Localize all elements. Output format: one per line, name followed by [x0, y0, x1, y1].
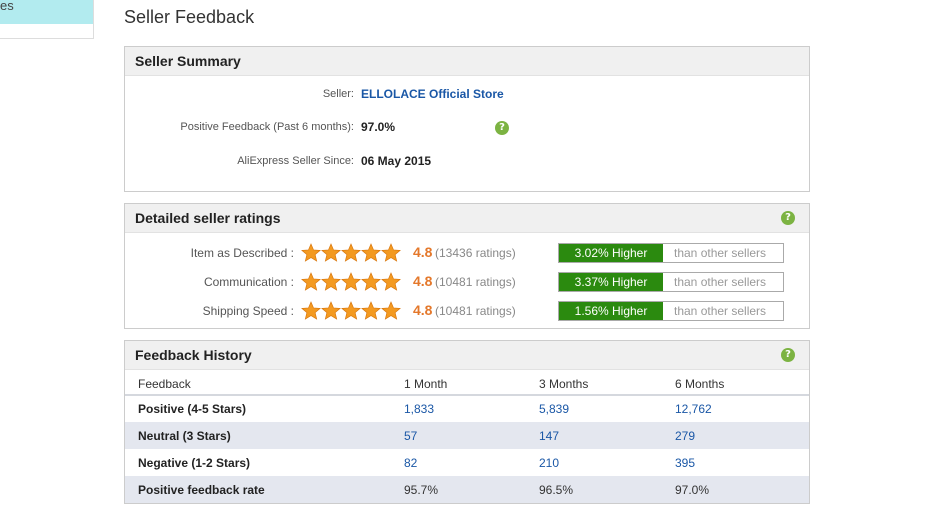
- row-label: Negative (1-2 Stars): [138, 455, 251, 470]
- star-icon: [361, 301, 381, 320]
- positive-feedback-label: Positive Feedback (Past 6 months):: [180, 121, 354, 133]
- row-label: Positive (4-5 Stars): [138, 402, 247, 416]
- rating-score: 4.8: [413, 273, 433, 289]
- star-icon: [321, 301, 341, 320]
- star-rating: [301, 243, 401, 263]
- seller-summary-heading: Seller Summary: [125, 47, 809, 76]
- seller-since-label: AliExpress Seller Since:: [237, 155, 354, 167]
- comparison-bar: 1.56% Higher than other sellers: [558, 301, 784, 321]
- comparison-higher: 3.37% Higher: [559, 273, 663, 291]
- table-cell: 95.7%: [404, 476, 539, 503]
- comparison-higher: 3.02% Higher: [559, 244, 663, 262]
- star-icon: [341, 243, 361, 262]
- comparison-text: than other sellers: [674, 275, 767, 289]
- table-cell[interactable]: 1,833: [404, 402, 435, 416]
- table-row: Positive feedback rate 95.7% 96.5% 97.0%: [125, 476, 809, 503]
- star-icon: [361, 243, 381, 262]
- table-row: Positive (4-5 Stars) 1,833 5,839 12,762: [125, 395, 809, 422]
- star-icon: [321, 243, 341, 262]
- rating-score: 4.8: [413, 302, 433, 318]
- feedback-history-title: Feedback History: [135, 347, 252, 363]
- help-icon[interactable]: ?: [781, 211, 795, 225]
- table-cell[interactable]: 147: [539, 422, 675, 449]
- table-row: Negative (1-2 Stars) 82 210 395: [125, 449, 809, 476]
- page-title: Seller Feedback: [124, 7, 255, 27]
- feedback-history-heading: Feedback History ?: [125, 341, 809, 370]
- table-cell[interactable]: 82: [404, 455, 418, 470]
- feedback-history-panel: Feedback History ? Feedback 1 Month 3 Mo…: [124, 340, 810, 504]
- seller-since-value: 06 May 2015: [361, 154, 432, 168]
- seller-summary-panel: Seller Summary Seller: ELLOLACE Official…: [124, 46, 810, 192]
- rating-label: Shipping Speed :: [202, 304, 294, 318]
- rating-row: Item as Described : 4.8 (13436 ratings) 3.0…: [125, 242, 809, 264]
- rating-label: Item as Described :: [190, 246, 294, 260]
- column-header: 1 Month: [404, 370, 539, 396]
- star-icon: [381, 243, 401, 262]
- detailed-ratings-panel: Detailed seller ratings ? Item as Descri…: [124, 203, 810, 329]
- star-icon: [361, 272, 381, 291]
- table-cell[interactable]: 395: [675, 455, 696, 470]
- comparison-higher: 1.56% Higher: [559, 302, 663, 320]
- rating-row: Shipping Speed : 4.8 (10481 ratings) 1.56% …: [125, 300, 809, 322]
- positive-feedback-value: 97.0%: [361, 120, 396, 134]
- star-icon: [381, 272, 401, 291]
- star-icon: [321, 272, 341, 291]
- table-cell[interactable]: 12,762: [675, 402, 712, 416]
- star-icon: [341, 272, 361, 291]
- table-cell[interactable]: 279: [675, 422, 809, 449]
- star-rating: [301, 301, 401, 321]
- star-icon: [341, 301, 361, 320]
- star-icon: [301, 301, 321, 320]
- help-icon[interactable]: ?: [495, 121, 509, 135]
- help-icon[interactable]: ?: [781, 348, 795, 362]
- star-rating: [301, 272, 401, 292]
- rating-count: (10481 ratings): [435, 275, 516, 289]
- table-header-row: Feedback 1 Month 3 Months 6 Months: [125, 370, 809, 396]
- rating-count: (10481 ratings): [435, 304, 516, 318]
- rating-label: Communication :: [203, 275, 294, 289]
- sidebar-tab-label: es: [0, 0, 93, 24]
- feedback-history-table: Feedback 1 Month 3 Months 6 Months Posit…: [125, 370, 809, 503]
- positive-feedback-row: Positive Feedback (Past 6 months): 97.0%…: [125, 120, 809, 136]
- comparison-bar: 3.02% Higher than other sellers: [558, 243, 784, 263]
- detailed-ratings-heading: Detailed seller ratings ?: [125, 204, 809, 233]
- sidebar-tab[interactable]: es: [0, 0, 94, 39]
- rating-score: 4.8: [413, 244, 433, 260]
- star-icon: [301, 272, 321, 291]
- rating-row: Communication : 4.8 (10481 ratings) 3.37% H…: [125, 271, 809, 293]
- column-header: 6 Months: [675, 370, 809, 396]
- seller-label: Seller:: [322, 88, 354, 100]
- seller-name-link[interactable]: ELLOLACE Official Store: [361, 87, 504, 101]
- table-cell[interactable]: 210: [539, 455, 560, 470]
- rating-count: (13436 ratings): [435, 246, 516, 260]
- table-cell[interactable]: 57: [404, 422, 539, 449]
- seller-row: Seller: ELLOLACE Official Store: [125, 87, 809, 103]
- column-header: Feedback: [125, 370, 404, 396]
- comparison-bar: 3.37% Higher than other sellers: [558, 272, 784, 292]
- table-cell: 97.0%: [675, 476, 809, 503]
- row-label: Neutral (3 Stars): [125, 422, 404, 449]
- detailed-ratings-title: Detailed seller ratings: [135, 210, 281, 226]
- seller-since-row: AliExpress Seller Since: 06 May 2015: [125, 154, 809, 170]
- star-icon: [301, 243, 321, 262]
- table-cell[interactable]: 5,839: [539, 402, 570, 416]
- comparison-text: than other sellers: [674, 304, 767, 318]
- table-cell: 96.5%: [539, 476, 675, 503]
- table-row: Neutral (3 Stars) 57 147 279: [125, 422, 809, 449]
- row-label: Positive feedback rate: [125, 476, 404, 503]
- column-header: 3 Months: [539, 370, 675, 396]
- comparison-text: than other sellers: [674, 246, 767, 260]
- star-icon: [381, 301, 401, 320]
